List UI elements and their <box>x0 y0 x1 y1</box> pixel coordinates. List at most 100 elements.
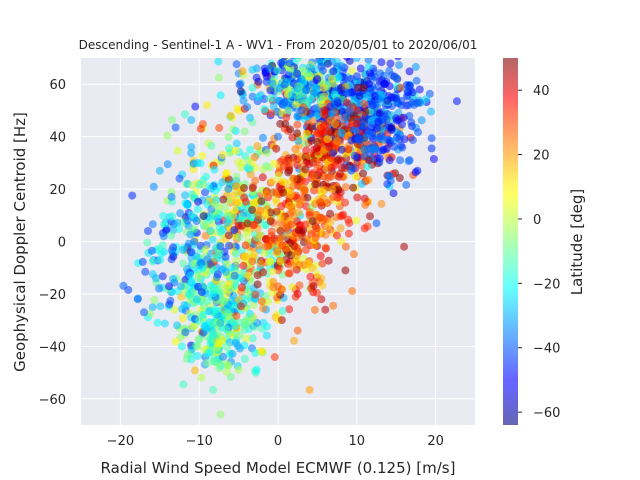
scatter-point <box>311 180 320 189</box>
scatter-point <box>148 303 157 312</box>
scatter-point <box>345 107 354 116</box>
scatter-point <box>294 84 303 93</box>
scatter-point <box>345 219 354 228</box>
scatter-point <box>278 177 287 186</box>
scatter-point <box>323 59 332 68</box>
scatter-point <box>187 248 196 257</box>
x-tick-label: 0 <box>274 434 282 449</box>
scatter-point <box>124 286 133 294</box>
scatter-point <box>306 272 315 281</box>
scatter-point <box>310 186 318 195</box>
scatter-point <box>230 206 239 214</box>
scatter-point <box>155 244 164 253</box>
scatter-point <box>383 180 392 189</box>
scatter-point <box>281 58 289 60</box>
scatter-point <box>268 79 277 88</box>
scatter-point <box>163 160 172 169</box>
scatter-point <box>209 385 218 394</box>
scatter-point <box>337 62 346 70</box>
scatter-point <box>277 233 286 242</box>
scatter-point <box>315 168 324 177</box>
scatter-point <box>238 159 247 168</box>
scatter-point <box>262 331 271 340</box>
scatter-point <box>235 331 244 340</box>
scatter-point <box>189 322 198 331</box>
y-tick-label: 40 <box>49 131 66 146</box>
scatter-point <box>222 343 231 352</box>
scatter-point <box>237 302 245 311</box>
scatter-point <box>209 320 218 328</box>
scatter-point <box>337 237 346 246</box>
scatter-point <box>372 219 381 228</box>
scatter-point <box>243 103 252 112</box>
scatter-point <box>297 58 302 59</box>
scatter-point <box>276 257 285 266</box>
scatter-points <box>119 58 461 419</box>
scatter-point <box>238 283 246 292</box>
scatter-point <box>201 188 209 197</box>
scatter-point <box>343 98 352 107</box>
scatter-point <box>396 130 405 139</box>
scatter-point <box>169 275 177 283</box>
scatter-point <box>288 158 296 166</box>
scatter-point <box>216 242 225 251</box>
scatter-point <box>402 180 411 189</box>
scatter-point <box>285 59 294 68</box>
scatter-point <box>155 284 163 293</box>
scatter-point <box>304 259 313 268</box>
scatter-point <box>343 58 351 61</box>
scatter-point <box>252 365 261 374</box>
scatter-point <box>286 125 295 134</box>
scatter-point <box>313 129 322 138</box>
scatter-point <box>216 91 225 100</box>
scatter-point <box>292 100 300 109</box>
scatter-point <box>182 200 191 209</box>
scatter-point <box>354 133 362 142</box>
scatter-point <box>344 229 353 238</box>
scatter-point <box>260 248 269 257</box>
scatter-point <box>257 297 266 306</box>
scatter-point <box>197 373 206 382</box>
scatter-point <box>315 213 324 222</box>
scatter-point <box>150 296 159 304</box>
x-axis-label: Radial Wind Speed Model ECMWF (0.125) [m… <box>101 459 456 477</box>
scatter-point <box>337 211 346 220</box>
scatter-point <box>347 166 356 175</box>
scatter-point <box>173 218 182 227</box>
scatter-point <box>256 259 265 268</box>
scatter-point <box>261 242 270 251</box>
scatter-point <box>286 190 295 199</box>
scatter-point <box>163 131 172 140</box>
scatter-point <box>263 322 272 331</box>
plot-area <box>81 58 475 425</box>
scatter-point <box>187 116 196 124</box>
scatter-point <box>133 295 142 304</box>
scatter-point <box>355 92 364 101</box>
scatter-point <box>214 73 223 82</box>
scatter-point <box>287 91 296 99</box>
scatter-point <box>216 227 225 236</box>
scatter-point <box>203 101 212 110</box>
scatter-point <box>312 144 321 153</box>
scatter-point <box>209 289 218 298</box>
y-tick-label: 60 <box>49 78 66 93</box>
x-tick-label: 10 <box>349 434 366 449</box>
scatter-point <box>188 181 197 189</box>
scatter-point <box>207 227 215 235</box>
colorbar-tick-label: 20 <box>533 149 550 164</box>
scatter-point <box>359 115 368 124</box>
scatter-point <box>177 342 186 351</box>
scatter-point <box>282 157 291 166</box>
scatter-point <box>217 280 226 289</box>
scatter-point <box>374 117 383 126</box>
scatter-point <box>380 80 389 89</box>
scatter-point <box>262 190 271 199</box>
scatter-point <box>222 169 231 177</box>
scatter-point <box>293 326 302 335</box>
x-tick-label: −20 <box>107 434 134 449</box>
scatter-point <box>250 153 259 161</box>
scatter-point <box>246 113 254 122</box>
colorbar-gradient <box>503 58 518 425</box>
scatter-point <box>220 297 229 305</box>
scatter-point <box>411 168 420 177</box>
